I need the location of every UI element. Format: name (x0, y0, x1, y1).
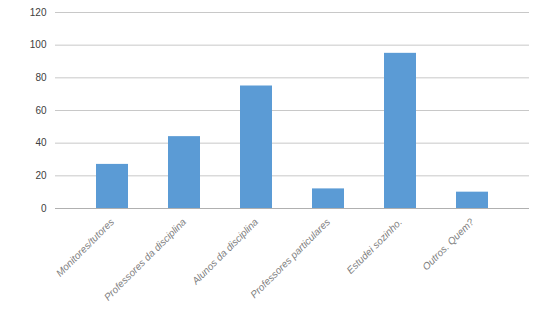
svg-text:60: 60 (35, 105, 47, 116)
svg-text:Alunos da disciplina: Alunos da disciplina (189, 216, 260, 287)
svg-text:Professores particulares: Professores particulares (248, 216, 332, 300)
svg-text:Outros. Quem?: Outros. Quem? (420, 216, 476, 272)
svg-text:Monitores/tutores: Monitores/tutores (54, 216, 116, 278)
svg-text:80: 80 (35, 72, 47, 83)
svg-text:0: 0 (41, 203, 47, 214)
svg-text:20: 20 (35, 170, 47, 181)
svg-text:40: 40 (35, 137, 47, 148)
svg-text:100: 100 (30, 39, 47, 50)
svg-text:Estudei sozinho.: Estudei sozinho. (345, 216, 405, 276)
svg-text:Professores da disciplina: Professores da disciplina (102, 216, 189, 303)
svg-text:120: 120 (30, 7, 47, 18)
